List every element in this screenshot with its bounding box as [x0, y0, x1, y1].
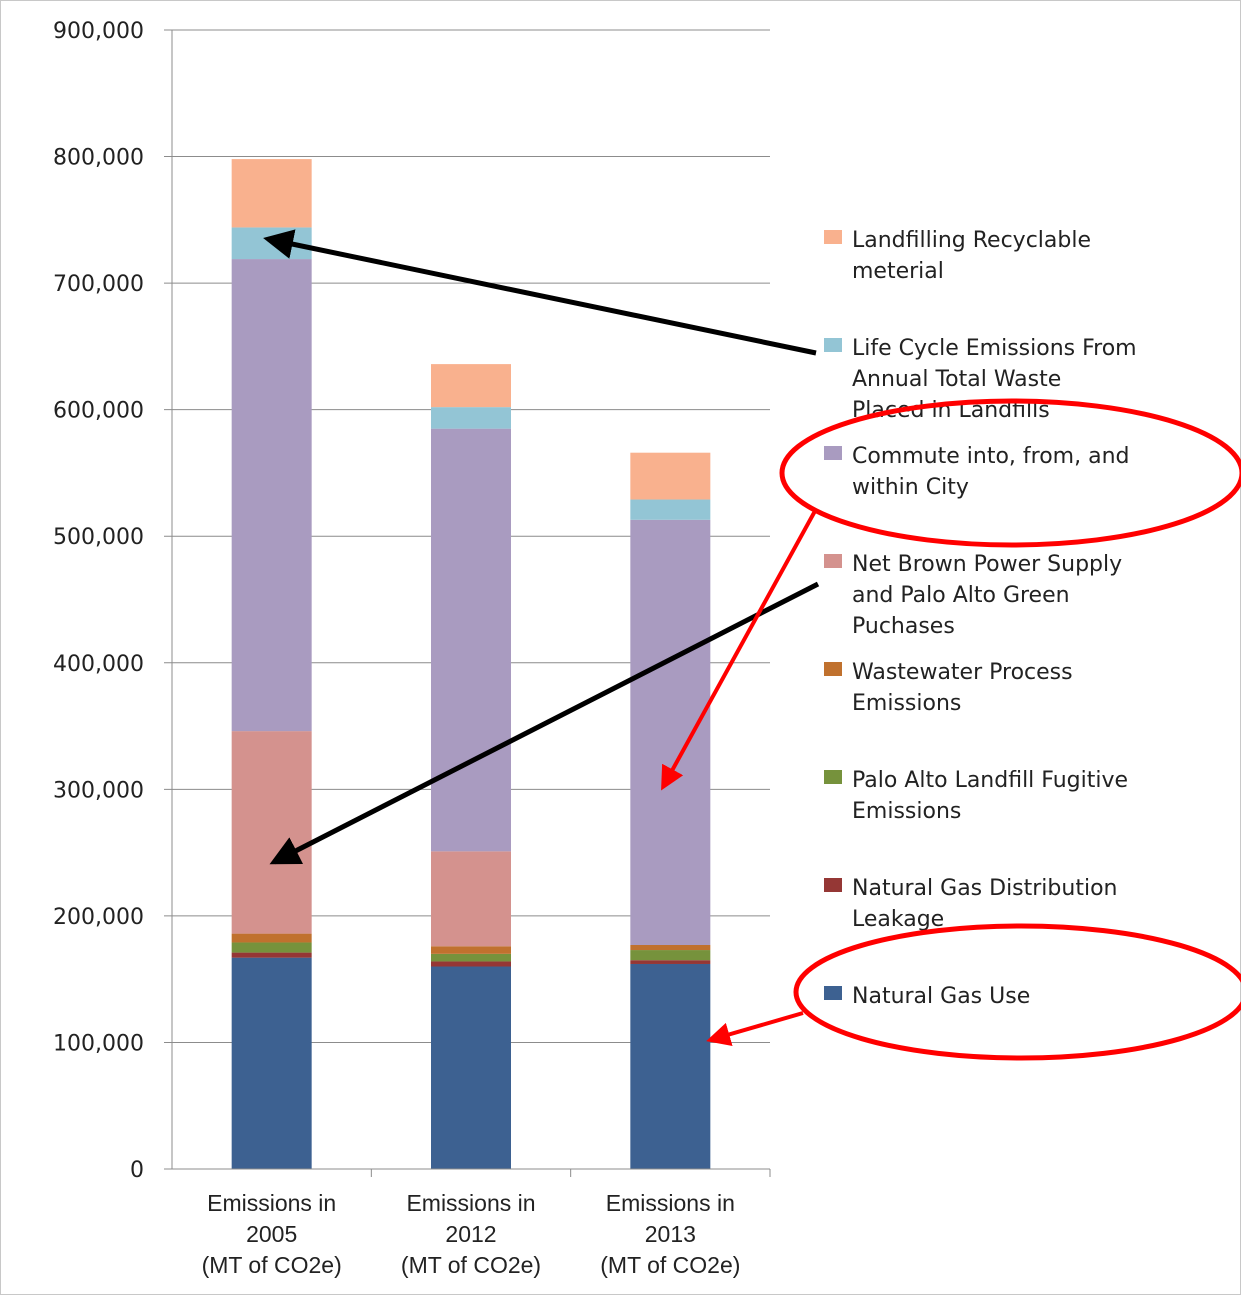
legend-swatch	[824, 338, 842, 352]
y-tick-label: 100,000	[53, 1031, 144, 1056]
bar-segment	[231, 952, 312, 958]
bar-segment	[431, 953, 511, 962]
y-tick-label: 500,000	[53, 525, 144, 550]
y-tick-label: 400,000	[53, 652, 144, 677]
y-tick-label: 0	[130, 1158, 144, 1183]
bar-segment	[630, 519, 711, 945]
bar-segment	[431, 428, 511, 852]
legend-swatch	[824, 554, 842, 568]
y-tick-label: 300,000	[53, 778, 144, 803]
x-tick-label: Emissions in 2005 (MT of CO2e)	[202, 1190, 342, 1278]
legend-label: Net Brown Power Supply and Palo Alto Gree…	[852, 552, 1122, 639]
legend-swatch	[824, 770, 842, 784]
x-tick-label: Emissions in 2013 (MT of CO2e)	[600, 1190, 740, 1278]
y-tick-label: 200,000	[53, 905, 144, 930]
y-axis: 0 100,000 200,000 300,000 400,000 500,000 600,…	[53, 19, 173, 1183]
bar-segment	[431, 946, 511, 954]
legend-label: Natural Gas Distribution Leakage	[852, 876, 1117, 932]
bar-segment	[431, 961, 511, 967]
legend-label: Palo Alto Landfill Fugitive Emissions	[852, 768, 1128, 824]
bar-segment	[630, 944, 711, 951]
legend-label: Landfilling Recyclable meterial	[852, 228, 1091, 284]
circle-natural-gas-use	[793, 923, 1241, 1061]
legend-label: Wastewater Process Emissions	[852, 660, 1073, 716]
legend-swatch	[824, 230, 842, 244]
bar-segment	[431, 407, 511, 429]
arrow-to-commute	[661, 510, 817, 791]
bar-segment	[231, 933, 312, 943]
legend-swatch	[824, 662, 842, 676]
arrow-to-net-brown-power	[269, 581, 820, 865]
x-tick-label: Emissions in 2012 (MT of CO2e)	[401, 1190, 541, 1278]
bar-segment	[231, 957, 312, 1169]
bars	[231, 159, 711, 1169]
bar-segment	[630, 452, 711, 500]
bar-segment	[431, 364, 511, 408]
bar-segment	[630, 960, 711, 964]
x-axis: Emissions in 2005 (MT of CO2e) Emissions in…	[164, 1168, 771, 1278]
legend-swatch	[824, 986, 842, 1000]
bar-segment	[231, 942, 312, 953]
arrow-to-life-cycle	[263, 229, 817, 356]
y-tick-label: 600,000	[53, 399, 144, 424]
y-tick-label: 700,000	[53, 272, 144, 297]
bar-segment	[231, 731, 312, 934]
legend-label: Commute into, from, and within City	[852, 444, 1129, 500]
y-tick-label: 800,000	[53, 146, 144, 171]
legend-label: Natural Gas Use	[852, 984, 1030, 1009]
arrow-to-natural-gas-use	[706, 1011, 804, 1046]
annotations	[263, 229, 1241, 1061]
bar-segment	[630, 963, 711, 1169]
legend-swatch	[824, 878, 842, 892]
bar-segment	[431, 966, 511, 1169]
bar-segment	[630, 950, 711, 961]
y-tick-label: 900,000	[53, 19, 144, 44]
bar-segment	[231, 159, 312, 228]
bar-segment	[630, 499, 711, 520]
legend-swatch	[824, 446, 842, 460]
bar-segment	[431, 851, 511, 947]
bar-segment	[231, 259, 312, 732]
circle-commute	[779, 398, 1241, 548]
